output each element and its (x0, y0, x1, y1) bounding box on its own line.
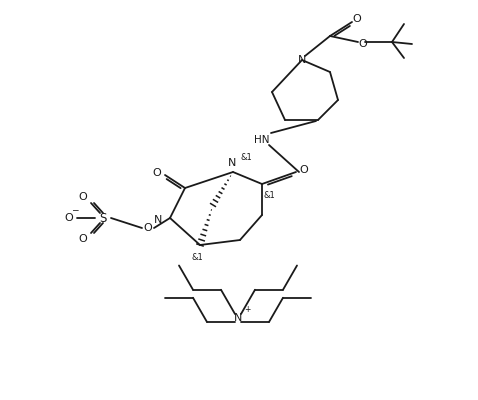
Text: O: O (65, 213, 74, 223)
Text: S: S (99, 212, 107, 224)
Text: O: O (78, 192, 87, 202)
Text: N: N (228, 158, 236, 168)
Text: N: N (234, 313, 242, 323)
Text: O: O (353, 14, 361, 24)
Text: O: O (152, 168, 162, 178)
Text: O: O (143, 223, 152, 233)
Text: HN: HN (254, 135, 270, 145)
Text: +: + (244, 306, 250, 314)
Text: N: N (153, 215, 162, 225)
Text: &1: &1 (263, 190, 275, 200)
Text: &1: &1 (191, 254, 203, 262)
Text: O: O (358, 39, 368, 49)
Text: −: − (71, 206, 79, 214)
Text: O: O (78, 234, 87, 244)
Text: &1: &1 (240, 154, 252, 162)
Text: N: N (298, 55, 306, 65)
Text: O: O (300, 165, 308, 175)
